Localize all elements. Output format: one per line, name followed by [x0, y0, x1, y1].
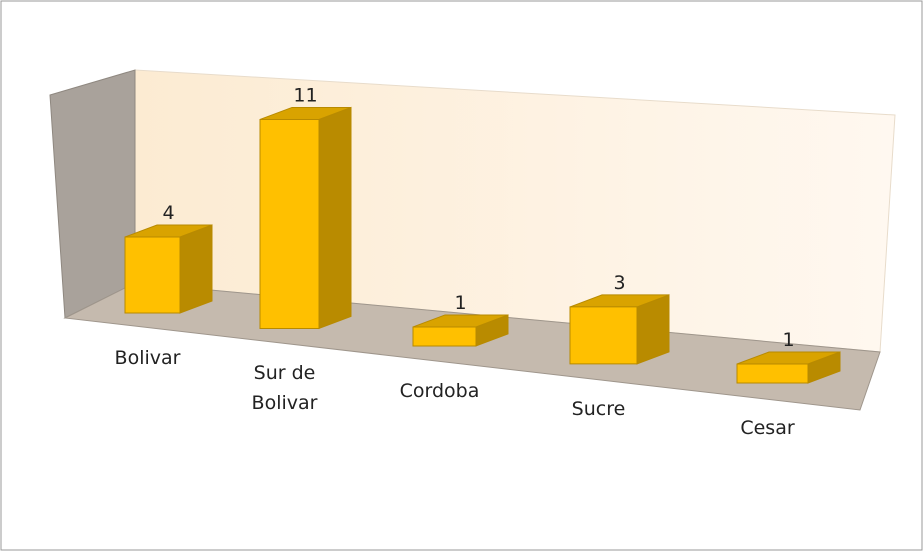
bar-front: [124, 236, 181, 314]
side-wall: [49, 69, 136, 319]
value-label: 1: [454, 292, 466, 314]
bar: [736, 351, 841, 384]
value-label: 1: [782, 329, 794, 351]
bar: [569, 294, 670, 365]
category-label: Sur de Bolivar: [251, 362, 318, 415]
bar-front: [569, 306, 638, 365]
category-label: Cordoba: [399, 379, 480, 402]
bar-side: [318, 106, 352, 330]
bar: [412, 314, 509, 347]
value-label: 3: [613, 272, 625, 294]
bar: [259, 106, 352, 330]
category-label: Cesar: [740, 417, 795, 439]
bar: [124, 224, 213, 314]
bar-side: [179, 224, 213, 314]
category-label: Bolivar: [114, 347, 181, 369]
value-label: 4: [162, 202, 174, 224]
bar-front: [412, 326, 477, 347]
bar-front: [736, 363, 809, 384]
category-label: Sucre: [571, 397, 626, 420]
bar-front: [259, 118, 320, 329]
value-label: 11: [293, 84, 317, 106]
